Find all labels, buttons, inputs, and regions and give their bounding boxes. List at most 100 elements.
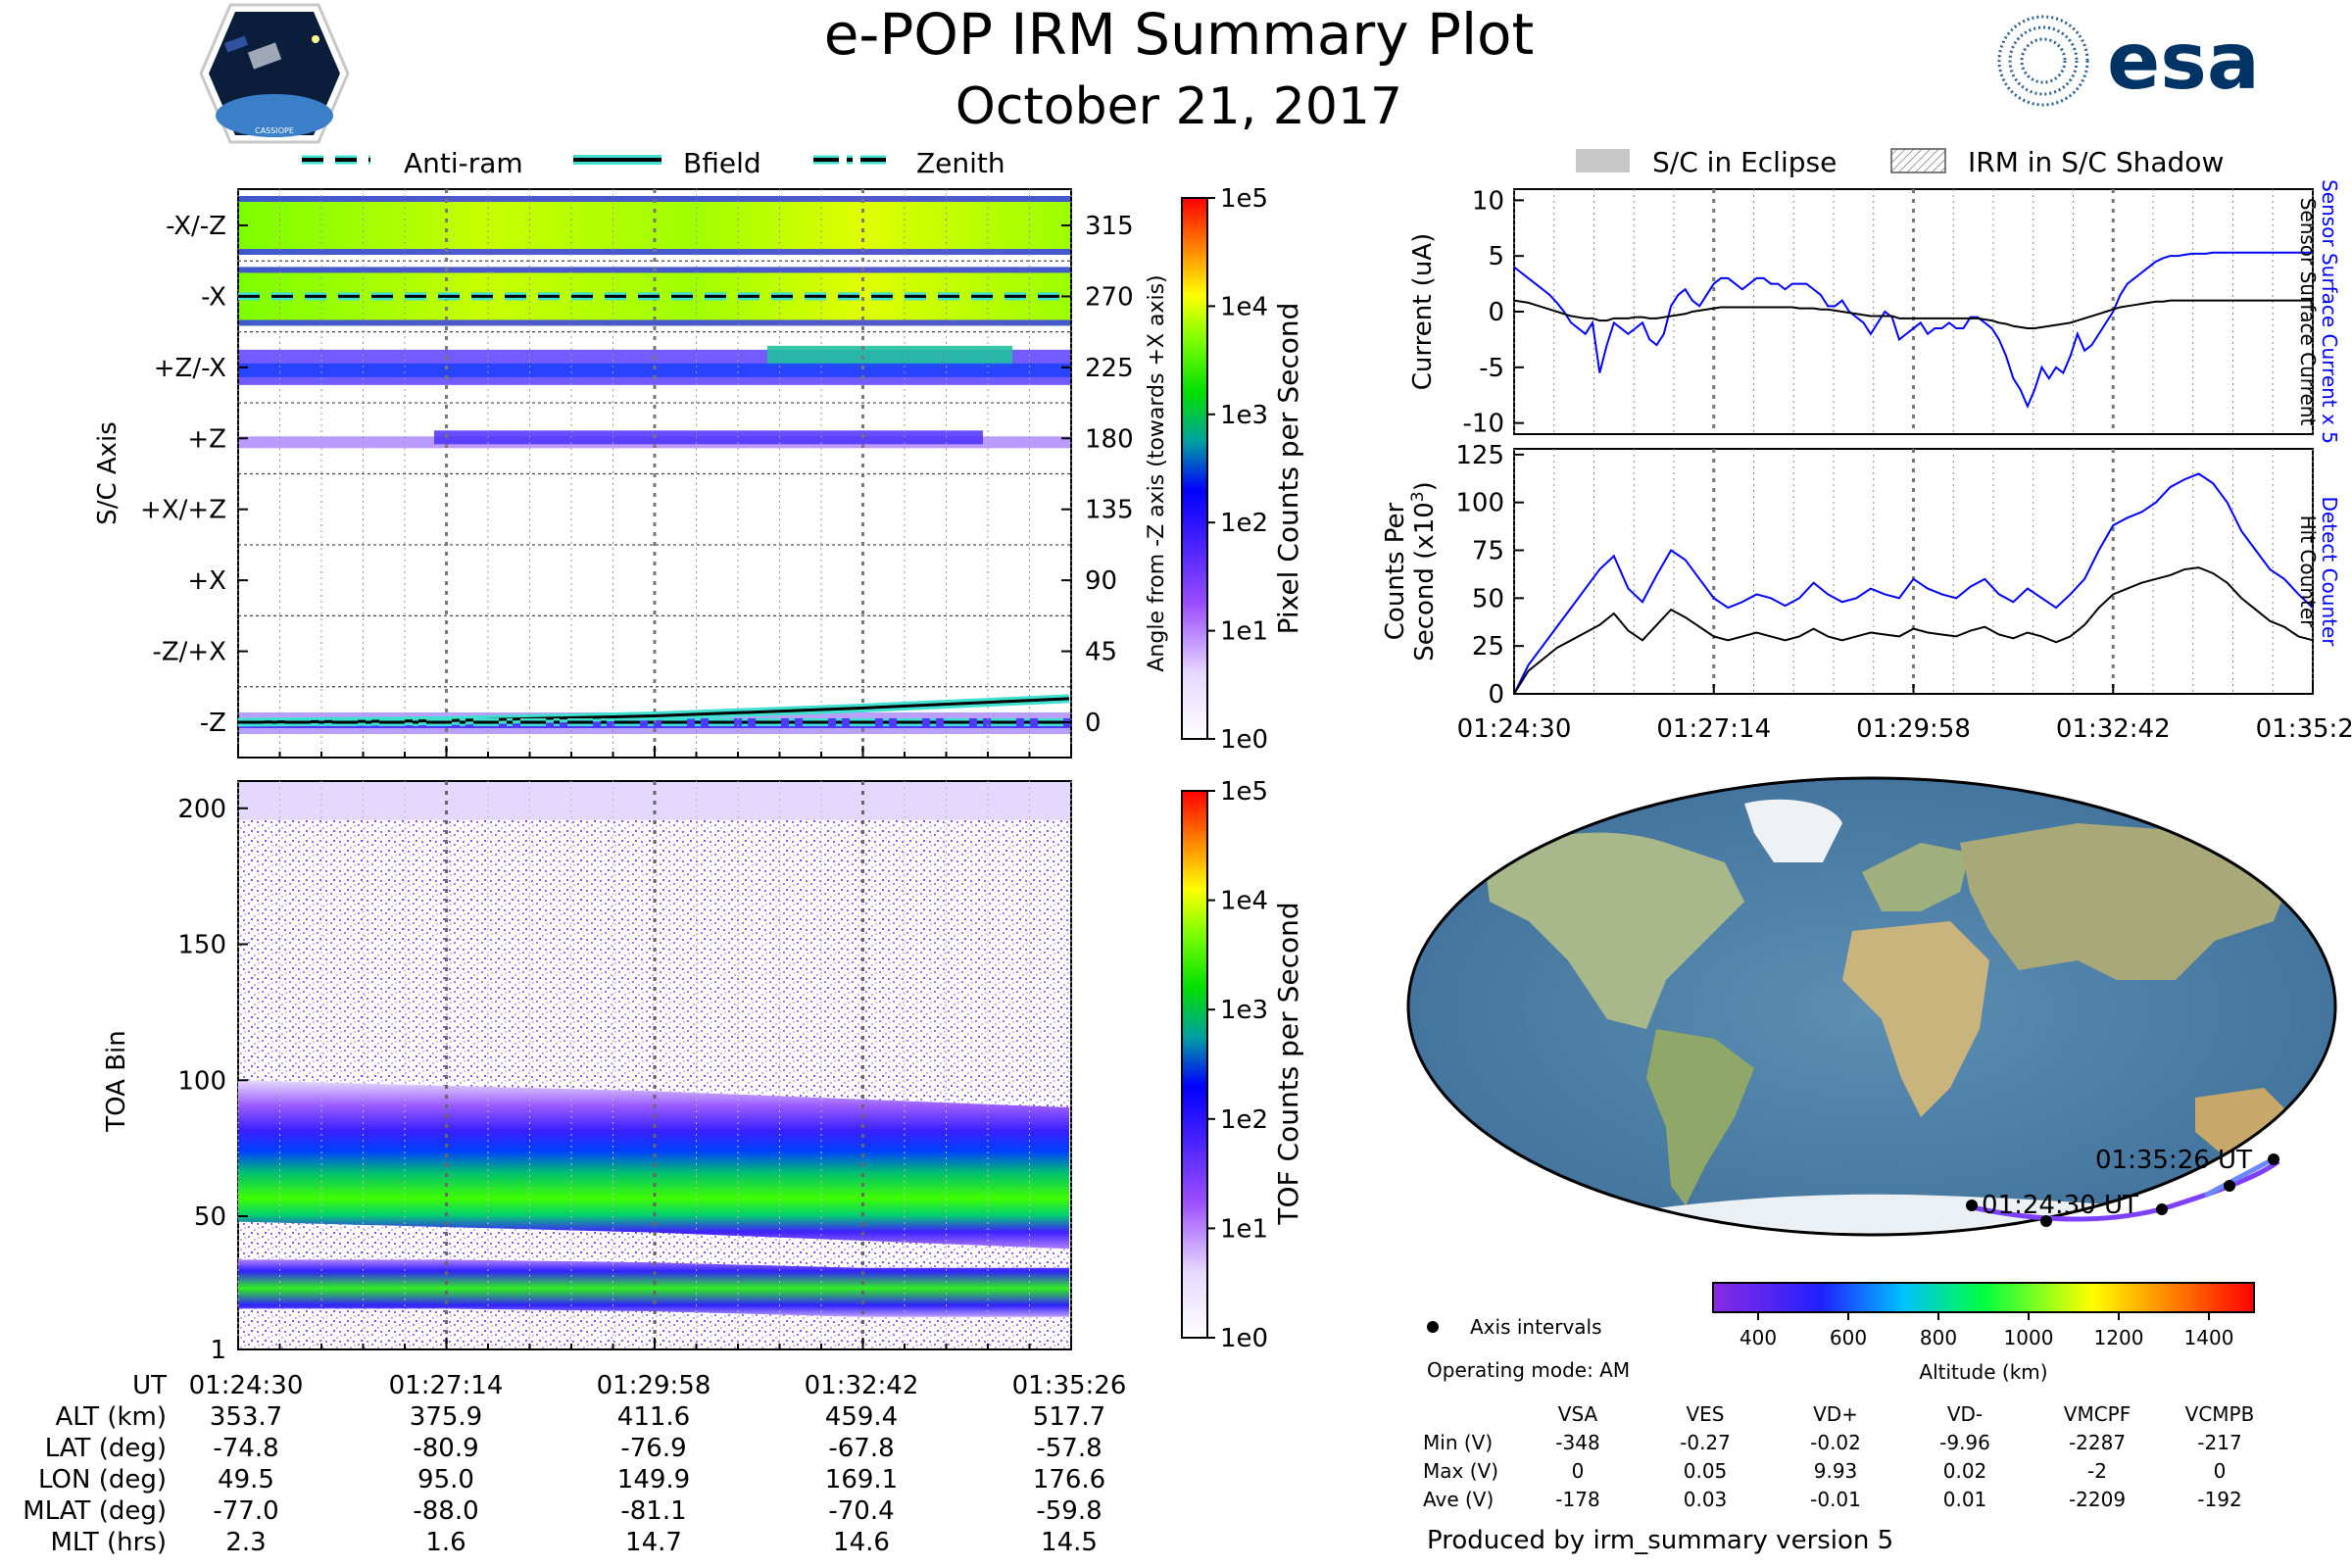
legend-anti-ram: Anti-ram [404,147,523,179]
ephemeris-cell: 353.7 [210,1402,282,1432]
counts-ylabel-1: Counts Per [1381,502,1410,640]
ephemeris-cell: -74.8 [213,1434,278,1463]
voltage-cell: -0.27 [1680,1431,1731,1454]
counts-ylabel-2-close: ) [1410,481,1440,491]
bfield-line-core [237,697,1070,724]
line-panel-ytick-label: 10 [1472,186,1504,216]
line-panel-ytick-label: 75 [1472,537,1504,566]
pixel-band-core [239,718,1070,728]
ephemeris-cell: -76.9 [620,1434,686,1463]
ephemeris-cell: -88.0 [413,1496,478,1526]
voltage-cell: 9.93 [1814,1459,1858,1483]
cassiope-logo-text: CASSIOPE [255,126,294,135]
pixel-band-core [239,363,1070,377]
africa [1842,921,1989,1117]
voltage-cell: 0 [2214,1459,2227,1483]
line-panel-ytick-label: 100 [1455,489,1504,518]
counts-xticks: 01:24:30 01:27:14 01:29:58 01:32:42 01:35:26 [1457,684,2352,744]
ephemeris-cell: -77.0 [213,1496,278,1526]
counts-grid [1513,449,2314,694]
ephemeris-cell: 01:24:30 [189,1371,304,1400]
voltage-cell: -0.02 [1810,1431,1861,1454]
voltage-cell: -217 [2197,1431,2241,1454]
page-title: e-POP IRM Summary Plot [824,1,1535,68]
ephemeris-row-label: MLT (hrs) [51,1528,168,1557]
pixel-ytick-label: -X [201,282,226,312]
pixel-rtick-label: 45 [1085,638,1117,667]
current-ylabel: Current (uA) [1408,233,1438,390]
orbit-track-tail [2203,1153,2280,1199]
pixel-ytick-label: +Z [187,424,226,454]
series-line [1513,251,2313,410]
ephemeris-cell: 01:32:42 [805,1371,919,1400]
voltage-cell: -2209 [2069,1488,2126,1511]
orbit-start-label: 01:24:30 UT [1982,1191,2138,1220]
eclipse-legend: S/C in Eclipse IRM in S/C Shadow [1576,146,2224,178]
line-panel-ytick-label: -10 [1463,410,1504,439]
counts-ylabel-2-sup: 3 [1408,491,1428,502]
ephemeris-row-label: LAT (deg) [45,1434,167,1463]
orbit-marker [2156,1203,2168,1215]
header: CASSIOPE e-POP IRM Summary Plot October … [199,1,2260,144]
voltage-row-label: Ave (V) [1423,1488,1494,1511]
colorbar-tick-label: 1e2 [1220,1105,1268,1135]
esa-logo-text: esa [2107,16,2260,107]
pixel-band [239,196,1070,255]
voltage-column-header: VD- [1947,1402,1983,1426]
voltage-cell: 0.02 [1943,1459,1987,1483]
ephemeris-cell: -59.8 [1036,1496,1102,1526]
tof-ytick-label: 50 [194,1202,226,1232]
tof-ytick-label: 150 [177,931,226,960]
voltage-column-header: VES [1686,1402,1724,1426]
eclipse-swatch [1576,149,1630,172]
page-date: October 21, 2017 [956,77,1402,136]
operating-mode: Operating mode: AM [1427,1358,1630,1382]
voltage-cell: -192 [2197,1488,2241,1511]
ephemeris-row-label: LON (deg) [38,1465,167,1494]
pixel-counts-panel: -X/-Z -X +Z/-X +Z +X/+Z +X -Z/+X -Z 315 270 225 18… [93,188,1169,759]
line-panel-ytick-label: 5 [1488,242,1504,271]
colorbar-tick-label: 1e5 [1220,777,1268,807]
voltage-column-header: VMCPF [2064,1402,2131,1426]
pixel-count-yticks: -X/-Z -X +Z/-X +Z +X/+Z +X -Z/+X -Z [140,212,248,738]
colorbar-tick-label: 1e4 [1220,292,1268,321]
series-line [1513,566,2314,695]
angle-legend: Anti-ram Bfield Zenith [302,147,1005,179]
pixel-rtick-label: 135 [1085,496,1134,525]
voltage-column-header: VCMPB [2185,1402,2255,1426]
altitude-tick-label: 600 [1830,1326,1867,1349]
ephemeris-cell: 459.4 [825,1402,898,1432]
pixel-band-edge [239,319,1070,326]
ephemeris-cell: 14.5 [1041,1528,1098,1557]
orbit-marker [1966,1200,1978,1211]
voltage-cell: -178 [1555,1488,1599,1511]
legend-eclipse: S/C in Eclipse [1652,146,1837,178]
line-panel-ytick-label: 0 [1488,298,1504,327]
ephemeris-cell: 517.7 [1033,1402,1105,1432]
voltage-cell: -2287 [2069,1431,2126,1454]
ephemeris-cell: 169.1 [825,1465,898,1494]
altitude-tick-label: 1000 [2004,1326,2054,1349]
altitude-colorbar: 400 600 800 1000 1200 1400 Altitude (km) [1712,1282,2255,1384]
altitude-tick-label: 1400 [2184,1326,2234,1349]
altitude-colorbar-label: Altitude (km) [1919,1360,2047,1384]
colorbar-tick-label: 1e0 [1220,725,1268,755]
counts-right-label-2: Hit Counter [2296,515,2320,628]
counts-xtick-label: 01:29:58 [1856,714,1971,744]
pixel-rtick-label: 0 [1085,709,1102,738]
pixel-rtick-label: 225 [1085,354,1134,383]
ephemeris-cell: 01:27:14 [389,1371,504,1400]
ephemeris-row-label: UT [132,1371,167,1400]
colorbar-tick-label: 1e3 [1220,401,1268,430]
colorbar-tick-label: 1e2 [1220,509,1268,538]
voltage-cell: 0.05 [1684,1459,1728,1483]
voltage-cell: 0.03 [1684,1488,1728,1511]
pixel-band-core [434,430,983,445]
ephemeris-cell: -57.8 [1036,1434,1102,1463]
map-border [1406,776,2337,1237]
counts-yticks: 0 25 50 75 100 125 [1455,441,1524,710]
pixel-rtick-label: 180 [1085,424,1134,454]
asia [1960,823,2293,980]
current-panel: -10 -5 0 5 10 Current (uA) Sensor Surface Cu… [1408,179,2341,444]
